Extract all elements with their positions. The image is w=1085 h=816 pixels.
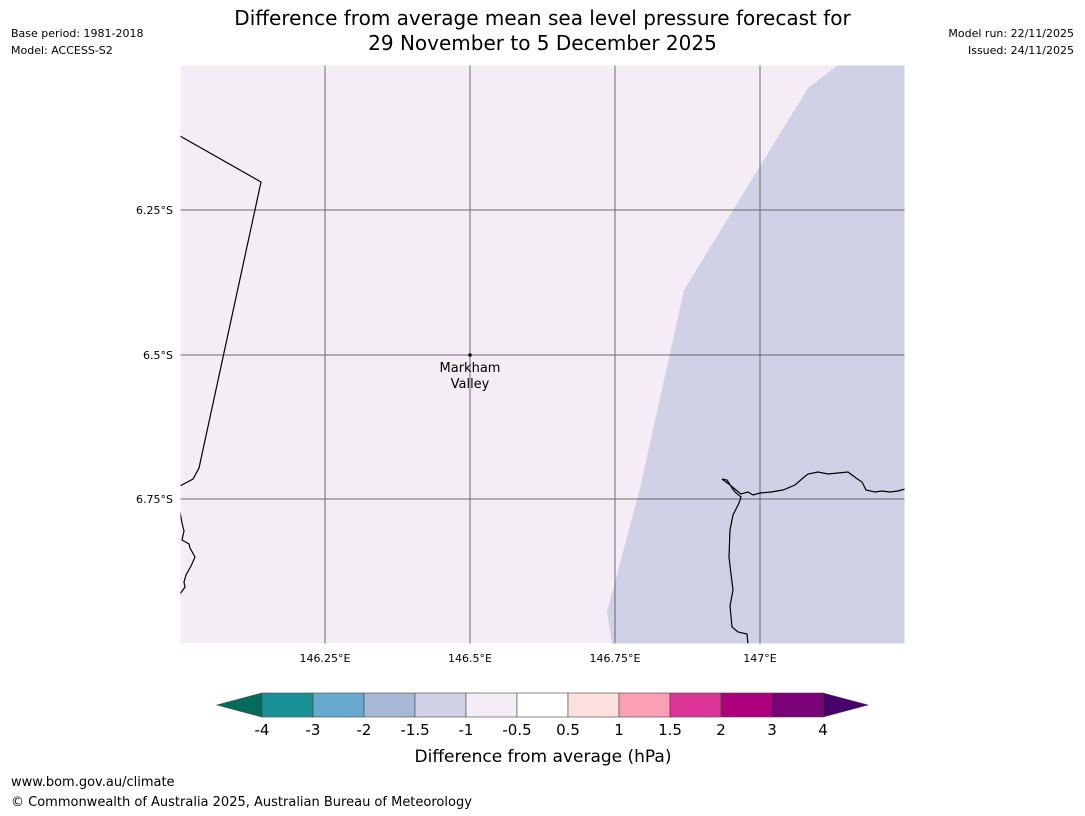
lat-tick-6-25: 6.25°S	[136, 204, 173, 217]
coastline-west	[179, 511, 196, 595]
provincial-border	[179, 135, 262, 487]
map-panel: Markham Valley 6.25°S 6.5°S 6.75°S 146.2…	[136, 64, 906, 665]
footer-url: www.bom.gov.au/climate	[11, 775, 175, 790]
colorbar-tick-label: 4	[818, 721, 828, 739]
lon-tick-146-75: 146.75°E	[590, 652, 641, 665]
page-title: Difference from average mean sea level p…	[0, 6, 1085, 56]
graticule	[180, 65, 905, 644]
lat-tick-labels: 6.25°S 6.5°S 6.75°S	[136, 204, 173, 506]
colorbar-segments	[261, 692, 824, 718]
lon-tick-146-25: 146.25°E	[300, 652, 351, 665]
colorbar-segment	[567, 692, 620, 718]
lat-tick-6-5: 6.5°S	[143, 349, 173, 362]
colorbar-tick-label: -1.5	[400, 721, 429, 739]
lon-tick-147: 147°E	[743, 652, 776, 665]
colorbar-segment	[465, 692, 518, 718]
colorbar-segment	[261, 692, 314, 718]
colorbar-segment	[771, 692, 824, 718]
colorbar-tick-label: 0.5	[556, 721, 580, 739]
base-period: Base period: 1981-2018	[11, 27, 144, 40]
colorbar-segment	[312, 692, 365, 718]
colorbar-tick-label: -0.5	[502, 721, 531, 739]
lon-tick-146-5: 146.5°E	[448, 652, 492, 665]
borders-coastlines	[179, 135, 906, 645]
colorbar-tick-label: -1	[459, 721, 474, 739]
colorbar-segment	[414, 692, 467, 718]
model-run: Model run: 22/11/2025	[948, 27, 1074, 40]
colorbar-tick-label: 2	[716, 721, 726, 739]
footer-copyright: © Commonwealth of Australia 2025, Austra…	[11, 795, 472, 810]
colorbar-segment	[516, 692, 569, 718]
colorbar-title: Difference from average (hPa)	[415, 747, 672, 767]
colorbar-tick-label: 3	[767, 721, 777, 739]
colorbar-tick-label: -3	[306, 721, 321, 739]
coastline-huon-gulf	[721, 471, 906, 645]
model-name: Model: ACCESS-S2	[11, 44, 113, 57]
colorbar-low-extend	[215, 692, 263, 718]
map-frame	[179, 64, 906, 645]
colorbar-segment	[669, 692, 722, 718]
colorbar-high-extend	[822, 692, 870, 718]
colorbar-tick-labels: -4 -3 -2 -1.5 -1 -0.5 0.5 1 1.5 2 3 4	[255, 721, 828, 739]
colorbar: -4 -3 -2 -1.5 -1 -0.5 0.5 1 1.5 2 3 4 Difference fr…	[215, 692, 870, 767]
title-line-1: Difference from average mean sea level p…	[234, 6, 851, 30]
lon-tick-labels: 146.25°E 146.5°E 146.75°E 147°E	[300, 652, 777, 665]
colorbar-tick-label: -2	[357, 721, 372, 739]
lat-tick-6-75: 6.75°S	[136, 493, 173, 506]
colorbar-segment	[618, 692, 671, 718]
colorbar-tick-label: -4	[255, 721, 270, 739]
title-line-2: 29 November to 5 December 2025	[368, 31, 717, 55]
colorbar-tick-label: 1	[614, 721, 624, 739]
place-label-line-2: Valley	[451, 377, 490, 392]
colorbar-segment	[363, 692, 416, 718]
place-label-line-1: Markham	[440, 361, 501, 376]
markham-valley-marker	[468, 353, 472, 357]
colorbar-tick-label: 1.5	[658, 721, 682, 739]
issued-date: Issued: 24/11/2025	[967, 44, 1074, 57]
colorbar-segment	[720, 692, 773, 718]
